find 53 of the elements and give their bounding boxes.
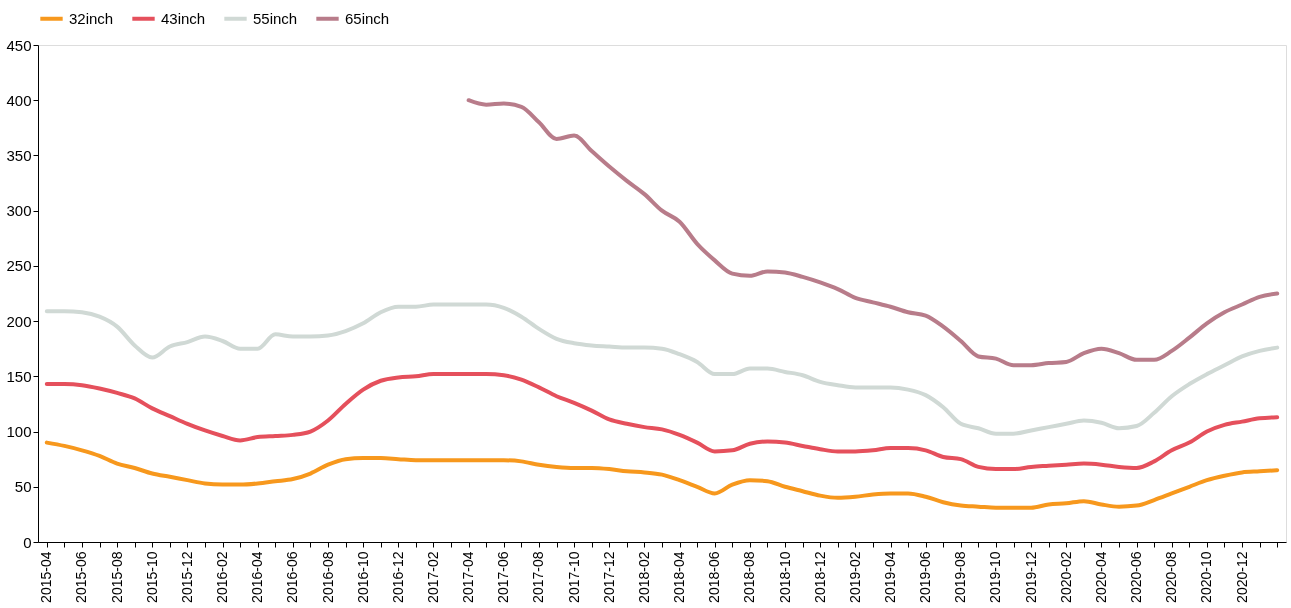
x-tick-label: 2017-02 xyxy=(424,551,441,603)
y-tick-label: 150 xyxy=(6,367,32,385)
y-tick-label: 350 xyxy=(6,146,32,164)
x-tick-label: 2017-08 xyxy=(530,551,547,603)
y-tick-label: 0 xyxy=(23,533,32,551)
x-tick-label: 2020-04 xyxy=(1092,551,1109,603)
x-tick-label: 2020-02 xyxy=(1057,551,1074,603)
x-tick-label: 2018-02 xyxy=(635,551,652,603)
x-tick-label: 2015-10 xyxy=(143,551,160,603)
y-tick-label: 300 xyxy=(6,202,32,220)
x-tick-label: 2019-10 xyxy=(987,551,1004,603)
y-tick-label: 400 xyxy=(6,91,32,109)
legend-label: 43inch xyxy=(161,9,206,27)
x-tick-label: 2019-12 xyxy=(1022,551,1039,603)
x-tick-label: 2018-04 xyxy=(671,551,688,603)
y-tick-label: 450 xyxy=(6,36,32,54)
x-tick-label: 2020-06 xyxy=(1128,551,1145,603)
x-tick-label: 2016-02 xyxy=(214,551,231,603)
y-tick-label: 50 xyxy=(14,478,32,496)
x-tick-label: 2016-10 xyxy=(354,551,371,603)
x-tick-label: 2018-06 xyxy=(706,551,723,603)
x-tick-label: 2020-08 xyxy=(1163,551,1180,603)
legend-label: 55inch xyxy=(253,9,298,27)
legend-label: 32inch xyxy=(69,9,114,27)
x-tick-label: 2018-08 xyxy=(741,551,758,603)
x-tick-label: 2016-08 xyxy=(319,551,336,603)
line-series xyxy=(44,302,1280,436)
x-tick-label: 2016-04 xyxy=(249,551,266,603)
x-tick-label: 2020-12 xyxy=(1233,551,1250,603)
x-tick-label: 2017-04 xyxy=(460,551,477,603)
line-series xyxy=(466,98,1280,368)
y-tick-label: 200 xyxy=(6,312,32,330)
x-tick-label: 2016-12 xyxy=(389,551,406,603)
y-tick-label: 250 xyxy=(6,257,32,275)
x-tick-label: 2017-12 xyxy=(600,551,617,603)
x-tick-label: 2020-10 xyxy=(1198,551,1215,603)
x-tick-label: 2018-12 xyxy=(811,551,828,603)
x-tick-label: 2015-08 xyxy=(108,551,125,603)
x-tick-label: 2015-04 xyxy=(38,551,55,603)
legend-label: 65inch xyxy=(345,9,390,27)
x-tick-label: 2017-10 xyxy=(565,551,582,603)
y-tick-label: 100 xyxy=(6,423,32,441)
x-tick-label: 2015-12 xyxy=(178,551,195,603)
x-tick-label: 2016-06 xyxy=(284,551,301,603)
x-tick-label: 2018-10 xyxy=(776,551,793,603)
x-tick-label: 2015-06 xyxy=(73,551,90,603)
x-tick-label: 2019-06 xyxy=(917,551,934,603)
line-series xyxy=(44,372,1280,472)
x-tick-label: 2019-04 xyxy=(882,551,899,603)
line-series xyxy=(44,440,1280,510)
x-tick-label: 2017-06 xyxy=(495,551,512,603)
x-tick-label: 2019-08 xyxy=(952,551,969,603)
x-tick-label: 2019-02 xyxy=(846,551,863,603)
